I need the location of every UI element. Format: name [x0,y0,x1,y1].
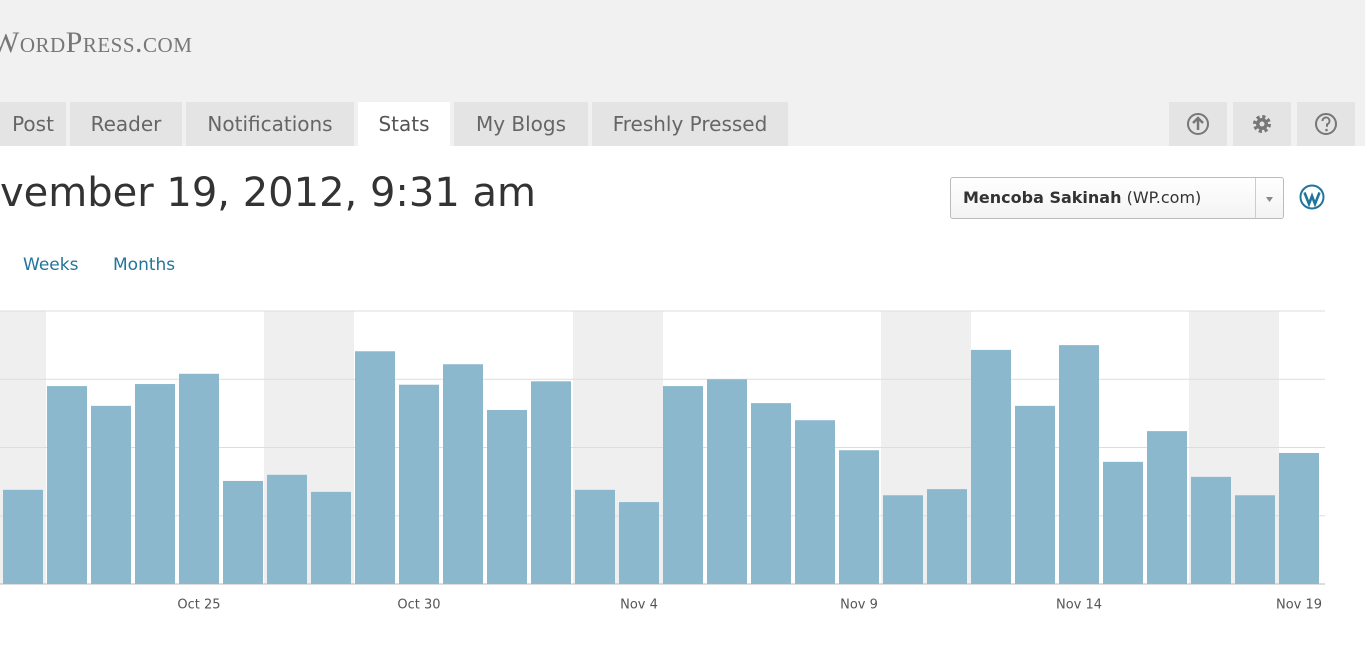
x-tick-label: Oct 30 [397,598,440,613]
blog-suffix: (WP.com) [1126,188,1202,207]
x-tick-label: Oct 25 [177,598,220,613]
bar [531,381,571,584]
tab[interactable]: My Blogs [454,102,588,146]
bar [883,495,923,584]
bar [619,502,659,584]
x-tick-label: Nov 4 [620,598,658,613]
arrow-icon [1266,197,1273,202]
header: WordPress.com Post Reader Notifications … [0,0,1365,146]
bar [575,489,615,584]
bar [47,386,87,584]
bar [927,489,967,584]
tab[interactable]: Post [0,102,66,146]
x-tick-label: Nov 9 [840,598,878,613]
bar [3,489,43,584]
bar [1015,405,1055,584]
bar [223,480,263,584]
select-arrow [1255,178,1283,218]
tab[interactable]: Reader [70,102,182,146]
bar [707,379,747,584]
help-button[interactable] [1297,102,1355,146]
bar [751,403,791,584]
x-tick-label: Nov 14 [1056,598,1102,613]
bar [1279,452,1319,584]
bar [839,450,879,584]
upload-button[interactable] [1169,102,1227,146]
period-link[interactable]: Weeks [23,255,79,275]
bar [179,373,219,584]
help-icon [1315,113,1337,135]
bar [1059,345,1099,584]
blog-select[interactable]: Mencoba Sakinah (WP.com) [950,177,1284,219]
settings-icon [1253,115,1271,133]
chart: Oct 25 Oct 30 Nov 4 Nov 9 Nov 14 Nov 19 [0,310,1325,613]
bar [487,409,527,584]
bar [91,405,131,584]
bar [267,474,307,584]
settings-button[interactable] [1233,102,1291,146]
blog-name: Mencoba Sakinah [963,188,1122,207]
upload-icon [1187,113,1209,135]
bar [1147,431,1187,584]
select-label: Mencoba Sakinah (WP.com) [963,178,1201,218]
date-heading: vember 19, 2012, 9:31 am [0,170,536,216]
wp-logo[interactable] [1299,184,1325,210]
logo[interactable]: WordPress.com [0,26,193,59]
bar [443,364,483,584]
bar [399,384,439,584]
bar [135,384,175,584]
bar [1235,495,1275,584]
bar [971,349,1011,584]
tab[interactable]: Stats [358,102,450,146]
bar [1103,461,1143,584]
tab[interactable]: Freshly Pressed [592,102,788,146]
bar [1191,476,1231,584]
tab[interactable]: Notifications [186,102,354,146]
bar [355,351,395,584]
bar [795,420,835,584]
x-tick-label: Nov 19 [1276,598,1322,613]
bar [311,491,351,584]
period-link[interactable]: Months [113,255,176,275]
bar [663,386,703,584]
